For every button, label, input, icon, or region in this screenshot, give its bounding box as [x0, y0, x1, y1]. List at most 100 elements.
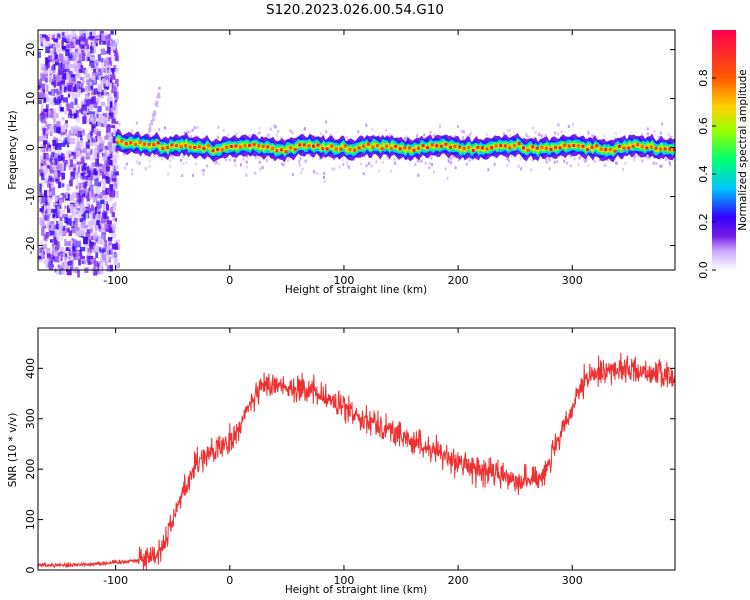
noise-cell — [77, 127, 82, 134]
noise-cell — [59, 247, 64, 252]
noise-cell — [115, 52, 118, 61]
noise-cell — [96, 150, 100, 158]
y-tick-label: 100 — [24, 509, 37, 530]
noise-cell — [103, 232, 106, 241]
noise-cell — [70, 172, 75, 181]
noise-cell — [111, 233, 116, 239]
noise-cell — [40, 114, 45, 123]
noise-cell — [38, 51, 41, 58]
noise-cell — [76, 226, 80, 231]
noise-cell — [67, 253, 71, 258]
noise-cell — [97, 106, 102, 113]
x-tick-label: 100 — [333, 274, 354, 287]
scatter-cell — [156, 101, 159, 104]
noise-cell — [56, 121, 61, 129]
scatter-cell — [164, 126, 167, 130]
noise-cell — [107, 34, 111, 40]
noise-cell — [45, 249, 51, 254]
noise-cell — [78, 258, 81, 266]
noise-cell — [77, 89, 82, 94]
noise-cell — [55, 212, 59, 218]
noise-cell — [110, 101, 113, 108]
noise-cell — [102, 174, 106, 179]
signal-peak — [567, 144, 571, 148]
noise-cell — [86, 195, 90, 202]
noise-cell — [68, 165, 72, 171]
scatter-cell — [572, 122, 574, 126]
scatter-cell — [668, 161, 671, 164]
scatter-cell — [447, 159, 450, 163]
signal-peak — [467, 146, 471, 149]
noise-cell — [38, 135, 44, 142]
signal-peak — [357, 146, 361, 150]
noise-cell — [83, 115, 87, 124]
scatter-cell — [131, 168, 134, 172]
noise-cell — [96, 208, 101, 212]
noise-cell — [102, 78, 105, 85]
scatter-cell — [429, 161, 431, 165]
noise-cell — [90, 47, 94, 54]
noise-cell — [78, 106, 81, 112]
noise-cell — [115, 151, 119, 160]
noise-cell — [101, 33, 106, 40]
signal-peak — [225, 145, 229, 149]
noise-cell — [76, 240, 81, 248]
noise-cell — [96, 67, 100, 73]
noise-cell — [60, 70, 65, 75]
noise-cell — [109, 206, 114, 214]
signal-peak — [503, 144, 507, 148]
noise-cell — [78, 48, 82, 55]
noise-cell — [60, 61, 66, 69]
noise-cell — [51, 247, 55, 252]
noise-cell — [59, 152, 62, 158]
noise-cell — [44, 208, 50, 214]
scatter-cell — [393, 161, 396, 165]
noise-cell — [82, 220, 86, 228]
noise-cell — [114, 100, 117, 108]
noise-cell — [109, 172, 112, 176]
signal-peak — [517, 142, 521, 146]
noise-cell — [102, 241, 106, 248]
noise-cell — [62, 230, 67, 236]
scatter-cell — [624, 161, 627, 165]
noise-cell — [61, 46, 65, 50]
signal-peak — [371, 145, 375, 149]
noise-cell — [79, 249, 82, 257]
noise-cell — [88, 239, 92, 243]
x-tick-label: 200 — [448, 274, 469, 287]
noise-cell — [51, 65, 54, 71]
scatter-cell — [182, 155, 185, 159]
noise-cell — [104, 149, 108, 154]
scatter-cell — [195, 162, 198, 166]
noise-cell — [61, 213, 65, 218]
noise-cell — [76, 141, 81, 147]
noise-cell — [91, 80, 94, 87]
noise-cell — [77, 204, 82, 211]
noise-cell — [98, 264, 103, 270]
noise-cell — [82, 182, 87, 189]
scatter-cell — [346, 164, 349, 168]
noise-cell — [61, 262, 66, 269]
scatter-cell — [265, 158, 268, 162]
heatmap-x-ticks: -100 0 100 200 300 — [103, 30, 583, 287]
noise-cell — [71, 116, 75, 119]
noise-cell — [73, 113, 77, 119]
scatter-cell — [299, 157, 302, 161]
noise-cell — [106, 126, 110, 133]
noise-cell — [97, 136, 102, 142]
noise-cell — [46, 252, 51, 260]
signal-peak — [179, 145, 183, 148]
heatmap-y-ticks: -20 -10 0 10 20 — [24, 43, 675, 254]
signal-peak — [334, 147, 338, 151]
noise-cell — [55, 200, 60, 204]
noise-cell — [43, 41, 49, 47]
scatter-cell — [548, 167, 551, 171]
noise-cell — [80, 253, 83, 259]
noise-cell — [45, 77, 48, 83]
scatter-cell — [245, 173, 248, 177]
noise-cell — [94, 141, 98, 147]
noise-cell — [82, 218, 86, 222]
signal-peak — [490, 146, 494, 150]
scatter-cell — [116, 149, 119, 153]
noise-cell — [59, 250, 64, 256]
